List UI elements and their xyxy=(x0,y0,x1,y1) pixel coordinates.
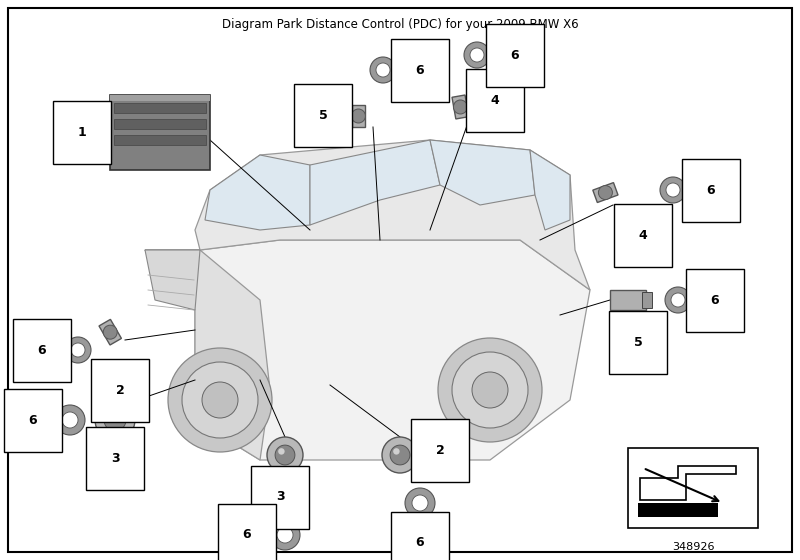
Circle shape xyxy=(103,325,118,339)
Text: 348926: 348926 xyxy=(672,542,714,552)
Polygon shape xyxy=(195,140,590,290)
Circle shape xyxy=(452,352,528,428)
Polygon shape xyxy=(593,183,618,203)
Circle shape xyxy=(104,409,126,431)
Circle shape xyxy=(464,42,490,68)
Bar xyxy=(642,292,652,308)
Circle shape xyxy=(278,448,285,455)
Text: 6: 6 xyxy=(29,413,38,427)
Text: 3: 3 xyxy=(110,451,119,464)
Circle shape xyxy=(270,520,300,550)
Circle shape xyxy=(275,445,295,465)
Text: 6: 6 xyxy=(706,184,715,197)
Bar xyxy=(610,290,646,310)
Bar xyxy=(110,95,210,101)
Text: 2: 2 xyxy=(116,384,124,396)
Polygon shape xyxy=(452,95,469,119)
Circle shape xyxy=(202,382,238,418)
Circle shape xyxy=(376,63,390,77)
Circle shape xyxy=(168,348,272,452)
Text: 6: 6 xyxy=(242,529,251,542)
Circle shape xyxy=(412,495,428,511)
Text: 1: 1 xyxy=(78,125,86,138)
Circle shape xyxy=(671,293,685,307)
Circle shape xyxy=(277,527,293,543)
Circle shape xyxy=(472,372,508,408)
Circle shape xyxy=(351,109,366,123)
Bar xyxy=(638,503,718,517)
Text: 6: 6 xyxy=(710,293,719,306)
Circle shape xyxy=(95,400,135,440)
Circle shape xyxy=(666,183,680,197)
Circle shape xyxy=(405,488,435,518)
Circle shape xyxy=(470,48,484,62)
Circle shape xyxy=(267,437,303,473)
Circle shape xyxy=(182,362,258,438)
Bar xyxy=(114,103,206,113)
Bar xyxy=(114,119,206,129)
Circle shape xyxy=(71,343,85,357)
Text: 6: 6 xyxy=(510,49,519,62)
Bar xyxy=(114,135,206,145)
Text: 6: 6 xyxy=(38,343,46,357)
Circle shape xyxy=(660,177,686,203)
Circle shape xyxy=(390,445,410,465)
Text: 6: 6 xyxy=(416,536,424,549)
Circle shape xyxy=(454,100,467,114)
Circle shape xyxy=(55,405,85,435)
Circle shape xyxy=(598,185,613,199)
Circle shape xyxy=(382,437,418,473)
Circle shape xyxy=(107,412,114,419)
Text: 5: 5 xyxy=(634,335,642,348)
Text: 3: 3 xyxy=(276,491,284,503)
Polygon shape xyxy=(145,250,200,310)
Polygon shape xyxy=(205,155,310,230)
Text: 4: 4 xyxy=(638,228,647,241)
Text: 2: 2 xyxy=(436,444,444,456)
Text: Diagram Park Distance Control (PDC) for your 2009 BMW X6: Diagram Park Distance Control (PDC) for … xyxy=(222,18,578,31)
Polygon shape xyxy=(352,105,365,127)
Polygon shape xyxy=(145,250,270,460)
Circle shape xyxy=(393,448,400,455)
Text: 6: 6 xyxy=(416,63,424,77)
Bar xyxy=(110,95,210,170)
Polygon shape xyxy=(530,150,570,230)
Circle shape xyxy=(65,337,91,363)
Text: 5: 5 xyxy=(318,109,327,122)
Polygon shape xyxy=(145,240,590,460)
Circle shape xyxy=(62,412,78,428)
Circle shape xyxy=(370,57,396,83)
Circle shape xyxy=(438,338,542,442)
Polygon shape xyxy=(99,319,122,345)
Polygon shape xyxy=(430,140,535,205)
Text: 4: 4 xyxy=(490,94,499,106)
Bar xyxy=(628,448,758,528)
Polygon shape xyxy=(310,140,440,225)
Circle shape xyxy=(665,287,691,313)
